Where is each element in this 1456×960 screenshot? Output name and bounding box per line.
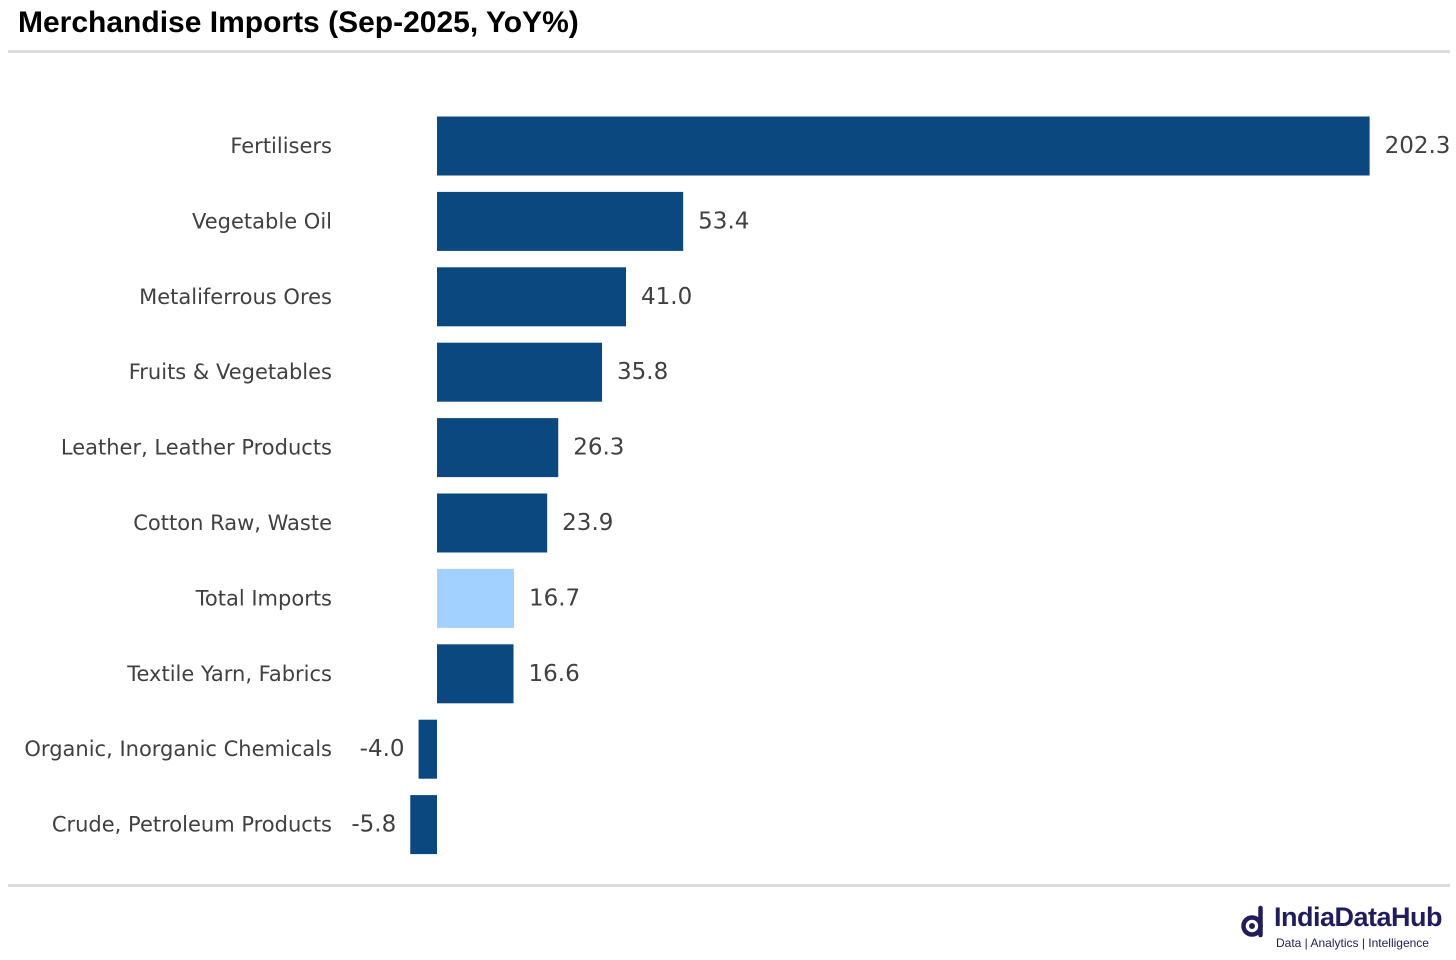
bar-leather-leather-products bbox=[437, 418, 559, 478]
bar-cotton-raw-waste bbox=[437, 493, 548, 553]
logo-mark-icon bbox=[1241, 905, 1263, 938]
brand-logo: IndiaDataHub Data | Analytics | Intellig… bbox=[1240, 900, 1450, 956]
category-label-textile-yarn-fabrics: Textile Yarn, Fabrics bbox=[126, 662, 332, 686]
top-divider bbox=[8, 50, 1450, 53]
category-label-fertilisers: Fertilisers bbox=[230, 134, 332, 158]
value-labels: 202.3 53.4 41.0 35.8 26.3 23.9 16.7 16.6 -4.0 -5.… bbox=[351, 133, 1450, 838]
category-labels: Fertilisers Vegetable Oil Metaliferrous Or… bbox=[24, 134, 332, 837]
bar-total-imports bbox=[437, 568, 514, 628]
brand-name: IndiaDataHub bbox=[1274, 902, 1443, 932]
value-label-fertilisers: 202.3 bbox=[1385, 133, 1451, 159]
category-label-metaliferrous-ores: Metaliferrous Ores bbox=[139, 285, 332, 309]
value-label-leather-leather-products: 26.3 bbox=[573, 435, 624, 461]
category-label-fruits-vegetables: Fruits & Vegetables bbox=[129, 360, 332, 384]
bar-fruits-vegetables bbox=[437, 342, 603, 402]
chart-title: Merchandise Imports (Sep-2025, YoY%) bbox=[18, 6, 579, 39]
value-label-textile-yarn-fabrics: 16.6 bbox=[529, 661, 580, 687]
value-label-fruits-vegetables: 35.8 bbox=[617, 359, 668, 385]
bar-organic-inorganic-chemicals bbox=[418, 719, 437, 779]
category-label-total-imports: Total Imports bbox=[195, 586, 332, 610]
category-label-vegetable-oil: Vegetable Oil bbox=[192, 209, 332, 233]
bar-vegetable-oil bbox=[437, 191, 684, 251]
bar-fertilisers bbox=[437, 116, 1370, 176]
category-label-crude-petroleum-products: Crude, Petroleum Products bbox=[52, 813, 332, 837]
value-label-vegetable-oil: 53.4 bbox=[698, 208, 749, 234]
value-label-crude-petroleum-products: -5.8 bbox=[351, 812, 396, 838]
category-label-leather-leather-products: Leather, Leather Products bbox=[61, 436, 332, 460]
category-label-organic-inorganic-chemicals: Organic, Inorganic Chemicals bbox=[24, 737, 332, 761]
bar-group bbox=[410, 116, 1370, 855]
bar-crude-petroleum-products bbox=[410, 795, 437, 855]
brand-tagline: Data | Analytics | Intelligence bbox=[1276, 936, 1429, 950]
value-label-total-imports: 16.7 bbox=[529, 585, 580, 611]
bar-metaliferrous-ores bbox=[437, 267, 627, 327]
bottom-divider bbox=[8, 884, 1450, 887]
value-label-metaliferrous-ores: 41.0 bbox=[641, 284, 692, 310]
category-label-cotton-raw-waste: Cotton Raw, Waste bbox=[133, 511, 332, 535]
bar-chart: Fertilisers Vegetable Oil Metaliferrous Or… bbox=[24, 116, 1450, 855]
bar-textile-yarn-fabrics bbox=[437, 644, 514, 704]
value-label-organic-inorganic-chemicals: -4.0 bbox=[360, 736, 405, 762]
value-label-cotton-raw-waste: 23.9 bbox=[562, 510, 613, 536]
